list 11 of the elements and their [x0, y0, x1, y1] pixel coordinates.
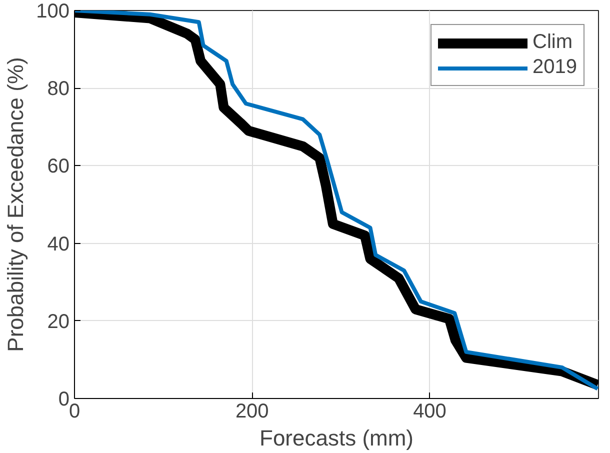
legend-label: Clim	[532, 31, 572, 54]
x-axis-title: Forecasts (mm)	[260, 426, 414, 450]
y-tick-label: 100	[36, 0, 70, 22]
x-tick-label: 400	[413, 400, 446, 422]
y-tick-label: 40	[47, 233, 70, 256]
y-tick-label: 80	[47, 78, 70, 100]
y-tick-label: 20	[47, 310, 70, 333]
y-tick-label: 60	[47, 156, 70, 178]
legend-label: 2019	[532, 56, 577, 79]
y-axis-title: Probability of Exceedance (%)	[3, 57, 28, 352]
x-tick-label: 200	[235, 400, 269, 422]
